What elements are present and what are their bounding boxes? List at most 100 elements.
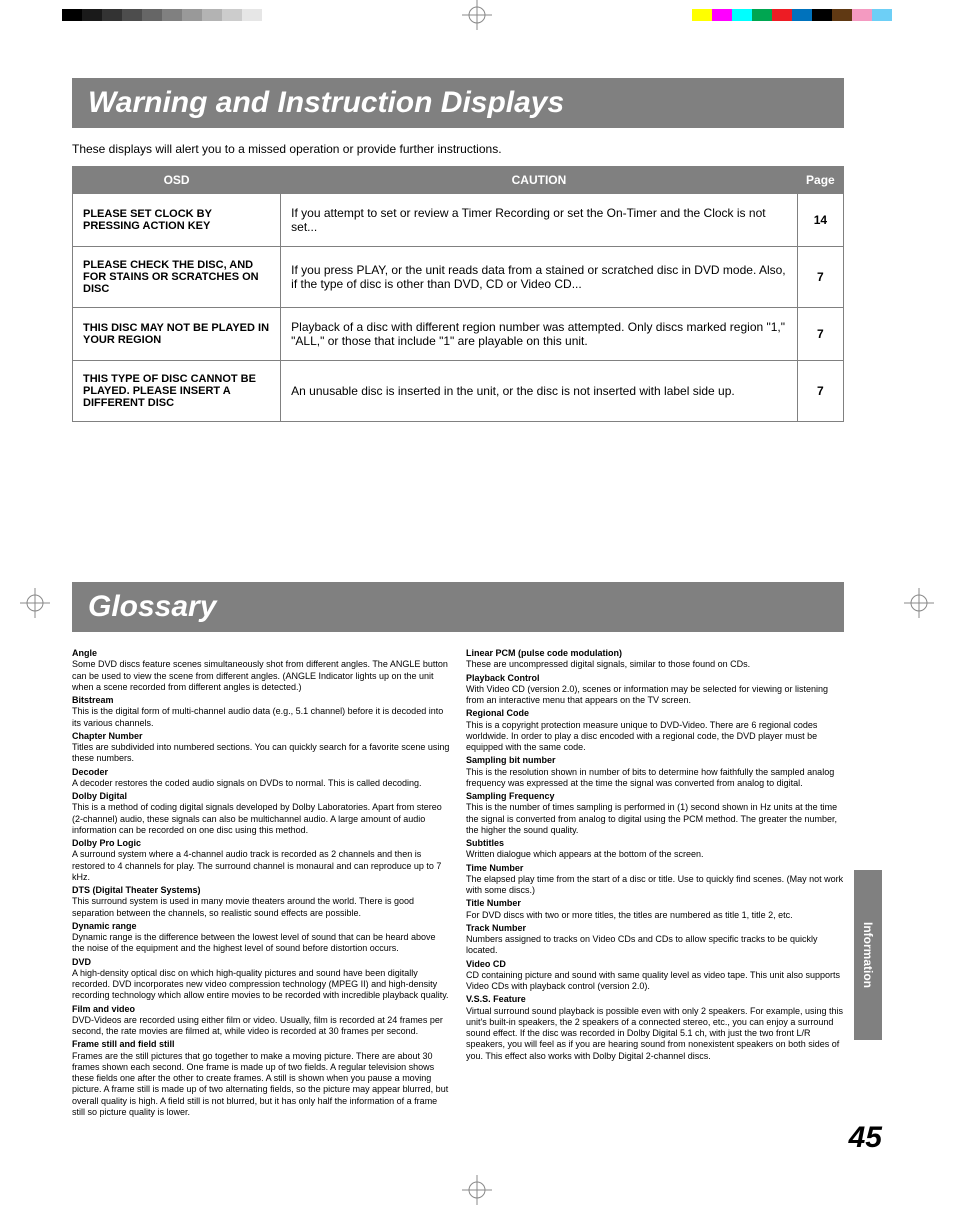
swatch xyxy=(812,9,832,21)
glossary-definition: Virtual surround sound playback is possi… xyxy=(466,1006,844,1062)
glossary-definition: This is the digital form of multi-channe… xyxy=(72,706,450,729)
osd-cell: THIS DISC MAY NOT BE PLAYED IN YOUR REGI… xyxy=(73,308,281,361)
swatch xyxy=(872,9,892,21)
swatch xyxy=(182,9,202,21)
glossary-term: Dolby Pro Logic xyxy=(72,838,450,849)
glossary-term: Playback Control xyxy=(466,673,844,684)
color-swatches xyxy=(692,9,892,21)
glossary-term: V.S.S. Feature xyxy=(466,994,844,1005)
caution-cell: If you attempt to set or review a Timer … xyxy=(281,194,798,247)
swatch xyxy=(162,9,182,21)
glossary-definition: For DVD discs with two or more titles, t… xyxy=(466,910,844,921)
osd-header: OSD xyxy=(73,167,281,194)
swatch xyxy=(222,9,242,21)
glossary-term: Frame still and field still xyxy=(72,1039,450,1050)
glossary-term: Dynamic range xyxy=(72,921,450,932)
swatch xyxy=(82,9,102,21)
glossary-definition: CD containing picture and sound with sam… xyxy=(466,970,844,993)
page-number: 45 xyxy=(849,1121,882,1155)
glossary-definition: Some DVD discs feature scenes simultaneo… xyxy=(72,659,450,693)
glossary-definition: Titles are subdivided into numbered sect… xyxy=(72,742,450,765)
page-cell: 7 xyxy=(797,361,843,422)
registration-mark-top xyxy=(462,0,492,30)
glossary-term: DTS (Digital Theater Systems) xyxy=(72,885,450,896)
glossary-term: Track Number xyxy=(466,923,844,934)
glossary-definition: Numbers assigned to tracks on Video CDs … xyxy=(466,934,844,957)
grayscale-swatches xyxy=(62,9,262,21)
caution-header: CAUTION xyxy=(281,167,798,194)
page-content: Warning and Instruction Displays These d… xyxy=(72,78,844,1145)
warning-table-body: PLEASE SET CLOCK BY PRESSING ACTION KEYI… xyxy=(73,194,844,422)
warning-heading: Warning and Instruction Displays xyxy=(72,78,844,128)
glossary-heading: Glossary xyxy=(72,582,844,632)
osd-cell: THIS TYPE OF DISC CANNOT BE PLAYED. PLEA… xyxy=(73,361,281,422)
glossary-definition: The elapsed play time from the start of … xyxy=(466,874,844,897)
glossary-term: Time Number xyxy=(466,863,844,874)
glossary-term: DVD xyxy=(72,957,450,968)
glossary-definition: This is a copyright protection measure u… xyxy=(466,720,844,754)
page-cell: 14 xyxy=(797,194,843,247)
caution-cell: An unusable disc is inserted in the unit… xyxy=(281,361,798,422)
glossary-term: Regional Code xyxy=(466,708,844,719)
glossary-term: Dolby Digital xyxy=(72,791,450,802)
page-cell: 7 xyxy=(797,308,843,361)
swatch xyxy=(792,9,812,21)
registration-mark-bottom xyxy=(462,1175,492,1205)
caution-cell: Playback of a disc with different region… xyxy=(281,308,798,361)
glossary-columns: AngleSome DVD discs feature scenes simul… xyxy=(72,646,844,1119)
glossary-term: Video CD xyxy=(466,959,844,970)
swatch xyxy=(712,9,732,21)
swatch xyxy=(772,9,792,21)
swatch xyxy=(832,9,852,21)
glossary-term: Chapter Number xyxy=(72,731,450,742)
glossary-term: Linear PCM (pulse code modulation) xyxy=(466,648,844,659)
glossary-definition: This surround system is used in many mov… xyxy=(72,896,450,919)
glossary-term: Sampling bit number xyxy=(466,755,844,766)
glossary-definition: This is a method of coding digital signa… xyxy=(72,802,450,836)
osd-cell: PLEASE SET CLOCK BY PRESSING ACTION KEY xyxy=(73,194,281,247)
table-row: THIS TYPE OF DISC CANNOT BE PLAYED. PLEA… xyxy=(73,361,844,422)
table-header-row: OSD CAUTION Page xyxy=(73,167,844,194)
glossary-left-column: AngleSome DVD discs feature scenes simul… xyxy=(72,646,450,1119)
glossary-term: Title Number xyxy=(466,898,844,909)
glossary-definition: A decoder restores the coded audio signa… xyxy=(72,778,450,789)
swatch xyxy=(142,9,162,21)
table-row: PLEASE SET CLOCK BY PRESSING ACTION KEYI… xyxy=(73,194,844,247)
caution-cell: If you press PLAY, or the unit reads dat… xyxy=(281,247,798,308)
swatch xyxy=(62,9,82,21)
swatch xyxy=(732,9,752,21)
swatch xyxy=(102,9,122,21)
swatch xyxy=(692,9,712,21)
registration-mark-right xyxy=(904,588,934,618)
page-header: Page xyxy=(797,167,843,194)
swatch xyxy=(752,9,772,21)
glossary-term: Angle xyxy=(72,648,450,659)
swatch xyxy=(242,9,262,21)
swatch xyxy=(122,9,142,21)
osd-cell: PLEASE CHECK THE DISC, AND FOR STAINS OR… xyxy=(73,247,281,308)
page-cell: 7 xyxy=(797,247,843,308)
glossary-definition: A high-density optical disc on which hig… xyxy=(72,968,450,1002)
glossary-definition: Dynamic range is the difference between … xyxy=(72,932,450,955)
glossary-term: Sampling Frequency xyxy=(466,791,844,802)
table-row: PLEASE CHECK THE DISC, AND FOR STAINS OR… xyxy=(73,247,844,308)
warning-table: OSD CAUTION Page PLEASE SET CLOCK BY PRE… xyxy=(72,166,844,422)
glossary-section: Glossary AngleSome DVD discs feature sce… xyxy=(72,582,844,1119)
glossary-definition: These are uncompressed digital signals, … xyxy=(466,659,844,670)
glossary-definition: A surround system where a 4-channel audi… xyxy=(72,849,450,883)
warning-intro: These displays will alert you to a misse… xyxy=(72,142,844,156)
glossary-definition: With Video CD (version 2.0), scenes or i… xyxy=(466,684,844,707)
swatch xyxy=(202,9,222,21)
glossary-term: Film and video xyxy=(72,1004,450,1015)
glossary-definition: DVD-Videos are recorded using either fil… xyxy=(72,1015,450,1038)
glossary-definition: This is the number of times sampling is … xyxy=(466,802,844,836)
information-tab: Information xyxy=(854,870,882,1040)
glossary-term: Bitstream xyxy=(72,695,450,706)
glossary-term: Subtitles xyxy=(466,838,844,849)
glossary-definition: This is the resolution shown in number o… xyxy=(466,767,844,790)
glossary-definition: Written dialogue which appears at the bo… xyxy=(466,849,844,860)
glossary-term: Decoder xyxy=(72,767,450,778)
swatch xyxy=(852,9,872,21)
table-row: THIS DISC MAY NOT BE PLAYED IN YOUR REGI… xyxy=(73,308,844,361)
glossary-definition: Frames are the still pictures that go to… xyxy=(72,1051,450,1119)
